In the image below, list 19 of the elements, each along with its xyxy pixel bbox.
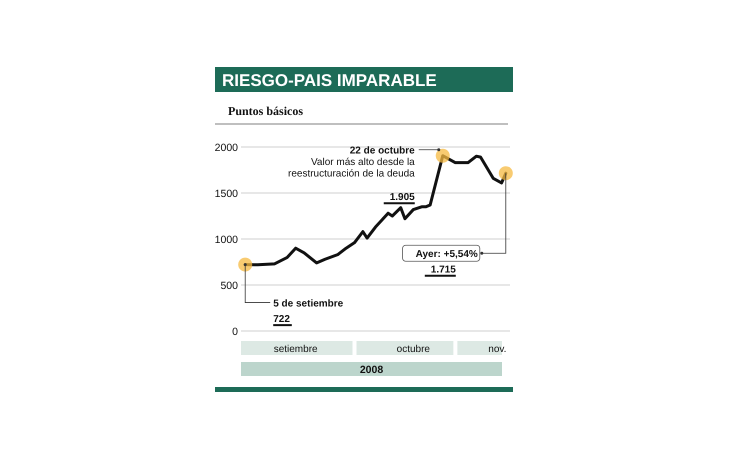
y-tick-label: 500 [220,280,238,292]
annotation: reestructuración de la deuda [288,168,416,180]
x-axis-title: 2008 [360,364,384,376]
y-tick-label: 1500 [214,188,238,200]
y-tick-label: 2000 [214,142,238,154]
annotation: 722 [273,314,290,326]
x-tick-label: octubre [396,344,430,355]
y-tick-label: 1000 [214,234,238,246]
annotation: Valor más alto desde la [310,157,416,168]
x-tick-label: setiembre [274,344,318,355]
annotation: 1.905 [390,192,416,204]
x-tick-label: nov. [488,344,506,355]
chart-subtitle: Puntos básicos [228,104,304,118]
annotation: 1.715 [430,264,456,276]
annotation: 5 de setiembre [273,298,344,310]
y-tick-label: 0 [232,326,238,338]
annotation: 22 de octubre [350,146,416,157]
annotation: Ayer: +5,54% [416,249,478,260]
chart-title: RIESGO-PAIS IMPARABLE [222,71,437,90]
